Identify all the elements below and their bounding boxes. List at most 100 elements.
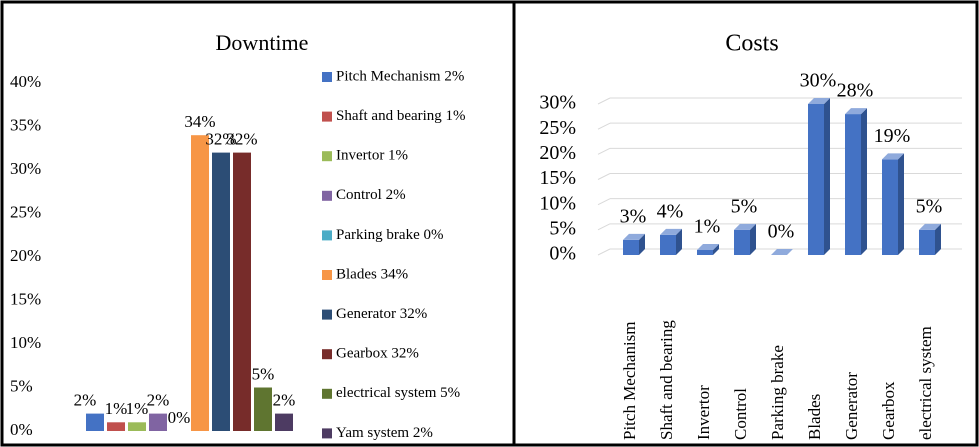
y-tick-label: 35% — [10, 115, 41, 134]
bar-top — [771, 249, 793, 255]
legend-label: Control 2% — [336, 187, 406, 203]
data-label: 2% — [74, 391, 97, 410]
x-tick-label: Blades — [805, 394, 824, 440]
legend-swatch — [322, 270, 332, 280]
data-label: 1% — [105, 399, 128, 418]
legend-swatch — [322, 230, 332, 241]
bar — [86, 413, 104, 431]
legend-swatch — [322, 151, 332, 162]
y-tick-label: 20% — [539, 142, 576, 164]
data-label: 32% — [205, 130, 236, 149]
data-label: 5% — [916, 195, 943, 217]
bar — [623, 239, 639, 255]
bar-side — [713, 243, 719, 255]
y-tick-label: 5% — [549, 217, 576, 239]
bar — [128, 422, 146, 431]
data-label: 28% — [837, 80, 874, 102]
bar-top — [660, 228, 682, 235]
legend-swatch — [322, 428, 332, 439]
data-label: 0% — [168, 408, 191, 427]
bar — [845, 114, 861, 255]
grid-line — [597, 223, 611, 231]
y-tick-label: 0% — [10, 420, 33, 439]
bar-side — [824, 98, 830, 255]
legend-label: Yam system 2% — [336, 425, 433, 441]
bar-top — [697, 243, 719, 250]
y-tick-label: 5% — [10, 376, 33, 395]
chart-title: Costs — [725, 31, 778, 57]
y-tick-label: 30% — [10, 159, 41, 178]
y-tick-label: 20% — [10, 246, 41, 265]
bar-side — [898, 153, 904, 255]
x-tick-label: Control — [731, 388, 750, 440]
x-tick-label: Invertor — [694, 385, 713, 440]
legend-swatch — [322, 309, 332, 320]
y-tick-label: 25% — [539, 117, 576, 139]
grid-line — [597, 248, 611, 256]
data-label: 2% — [273, 391, 296, 410]
x-tick-label: Generator — [842, 372, 861, 440]
grid-line — [597, 97, 611, 105]
bar — [919, 229, 935, 255]
bar-side — [935, 223, 941, 255]
bar-side — [676, 228, 682, 255]
bar-top — [808, 98, 830, 104]
bar-top — [623, 233, 645, 240]
grid-line — [597, 198, 611, 206]
bar-top — [882, 153, 904, 160]
bar-side — [750, 223, 756, 255]
legend-label: Gearbox 32% — [336, 346, 419, 362]
data-label: 19% — [874, 125, 911, 147]
data-label: 0% — [768, 221, 795, 243]
grid-line — [597, 173, 611, 180]
y-tick-label: 25% — [10, 202, 41, 221]
bar — [107, 422, 125, 431]
bar — [191, 135, 209, 431]
bar-side — [861, 108, 867, 255]
legend-label: Invertor 1% — [336, 148, 408, 164]
legend-label: Blades 34% — [336, 266, 408, 282]
data-label: 1% — [126, 399, 149, 418]
bar — [734, 229, 750, 255]
bar-top — [845, 108, 867, 115]
data-label: 5% — [252, 364, 275, 383]
data-label: 4% — [657, 200, 684, 222]
bar — [808, 104, 824, 255]
bar — [882, 159, 898, 255]
legend-swatch — [322, 349, 332, 360]
legend-label: Parking brake 0% — [336, 227, 443, 243]
bar — [275, 413, 293, 431]
x-tick-label: Gearbox — [879, 381, 898, 440]
bar — [149, 413, 167, 431]
data-label: 32% — [226, 130, 257, 149]
y-tick-label: 10% — [539, 192, 576, 214]
bar-top — [734, 223, 756, 230]
bar — [254, 387, 272, 431]
legend-label: Generator 32% — [336, 306, 427, 322]
grid-line — [597, 147, 611, 155]
data-label: 30% — [800, 70, 837, 92]
bar — [697, 249, 713, 255]
bar — [660, 234, 676, 255]
legend-label: Shaft and bearing 1% — [336, 108, 466, 124]
data-label: 3% — [620, 205, 647, 227]
x-tick-label: Pitch Mechanism — [620, 321, 639, 440]
bar — [233, 152, 251, 431]
legend-swatch — [322, 388, 332, 399]
data-label: 1% — [694, 216, 721, 238]
bar — [212, 152, 230, 431]
legend-swatch — [322, 190, 332, 201]
bar-top — [919, 223, 941, 230]
x-tick-label: Shaft and bearing — [657, 320, 676, 440]
y-tick-label: 10% — [10, 333, 41, 352]
data-label: 34% — [184, 112, 215, 131]
data-label: 2% — [147, 391, 170, 410]
legend-swatch — [322, 72, 332, 82]
y-tick-label: 15% — [539, 167, 576, 189]
chart-title: Downtime — [216, 30, 309, 55]
legend-swatch — [322, 111, 332, 122]
x-tick-label: electrical system — [916, 326, 935, 440]
x-tick-label: Parking brake — [768, 345, 787, 440]
